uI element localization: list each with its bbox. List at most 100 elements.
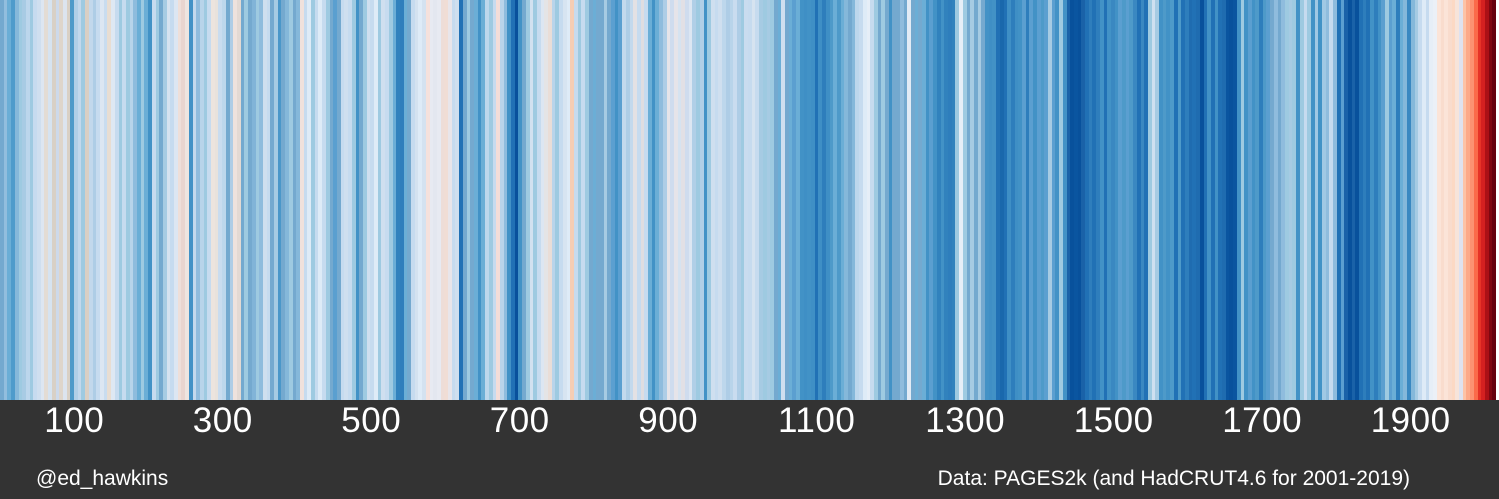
stripe	[1303, 0, 1308, 400]
stripe	[336, 0, 341, 400]
stripe	[1114, 0, 1119, 400]
stripe	[1207, 0, 1211, 400]
stripe	[611, 0, 615, 400]
stripe	[1410, 0, 1415, 400]
stripe	[981, 0, 986, 400]
stripe	[103, 0, 108, 400]
stripe	[66, 0, 71, 400]
stripe	[918, 0, 923, 400]
stripe	[99, 0, 104, 400]
stripe	[659, 0, 663, 400]
stripe	[1440, 0, 1445, 400]
stripe	[618, 0, 623, 400]
stripe	[1044, 0, 1048, 400]
stripe	[810, 0, 815, 400]
stripe	[714, 0, 719, 400]
stripe	[1007, 0, 1011, 400]
stripe	[285, 0, 289, 400]
stripes-plot	[0, 0, 1497, 400]
stripe	[614, 0, 619, 400]
stripe	[1025, 0, 1030, 400]
stripe	[1140, 0, 1145, 400]
stripe	[440, 0, 445, 400]
stripe	[1407, 0, 1411, 400]
stripe	[540, 0, 545, 400]
stripe	[962, 0, 967, 400]
stripe	[733, 0, 737, 400]
stripe	[459, 0, 463, 400]
stripe	[237, 0, 241, 400]
stripe	[255, 0, 260, 400]
stripe	[1133, 0, 1137, 400]
stripe	[466, 0, 471, 400]
stripe	[707, 0, 711, 400]
stripe	[722, 0, 726, 400]
stripe	[111, 0, 115, 400]
stripe	[507, 0, 512, 400]
stripe	[211, 0, 215, 400]
stripe	[1225, 0, 1230, 400]
stripe	[14, 0, 19, 400]
stripe	[744, 0, 749, 400]
stripe	[548, 0, 552, 400]
stripe	[162, 0, 167, 400]
stripe	[573, 0, 578, 400]
stripe	[1092, 0, 1097, 400]
stripe	[655, 0, 660, 400]
stripe	[240, 0, 245, 400]
stripe	[885, 0, 889, 400]
stripe	[303, 0, 308, 400]
stripe	[681, 0, 686, 400]
stripe	[1270, 0, 1274, 400]
stripe	[848, 0, 852, 400]
stripe	[1455, 0, 1460, 400]
stripe	[1362, 0, 1367, 400]
stripe	[762, 0, 767, 400]
stripe	[559, 0, 563, 400]
stripe	[451, 0, 456, 400]
stripe	[492, 0, 497, 400]
stripe	[311, 0, 315, 400]
stripe	[1173, 0, 1178, 400]
stripe	[1492, 0, 1497, 400]
stripe	[1444, 0, 1448, 400]
stripe	[474, 0, 478, 400]
stripe	[399, 0, 404, 400]
stripe	[1073, 0, 1078, 400]
stripe	[403, 0, 408, 400]
stripe	[207, 0, 212, 400]
stripe	[1436, 0, 1441, 400]
stripe	[274, 0, 278, 400]
stripe	[448, 0, 452, 400]
stripe	[1377, 0, 1382, 400]
stripe	[1196, 0, 1200, 400]
stripe	[1470, 0, 1474, 400]
stripe	[92, 0, 97, 400]
stripe	[318, 0, 323, 400]
stripe	[1388, 0, 1393, 400]
stripe	[588, 0, 593, 400]
stripe	[566, 0, 571, 400]
stripe	[985, 0, 989, 400]
stripe	[1240, 0, 1245, 400]
stripe	[699, 0, 704, 400]
stripe	[1307, 0, 1311, 400]
stripe	[370, 0, 375, 400]
stripe	[785, 0, 789, 400]
stripe	[1370, 0, 1374, 400]
stripe	[1366, 0, 1371, 400]
stripe	[536, 0, 541, 400]
stripe	[1318, 0, 1323, 400]
axis-tick-label-100: 100	[44, 401, 105, 440]
stripe	[1144, 0, 1148, 400]
stripe	[166, 0, 171, 400]
stripe	[388, 0, 393, 400]
stripe	[1396, 0, 1400, 400]
stripe	[129, 0, 134, 400]
stripe	[329, 0, 334, 400]
stripe	[314, 0, 319, 400]
stripe	[929, 0, 934, 400]
stripe	[499, 0, 504, 400]
stripe	[933, 0, 937, 400]
stripe	[1129, 0, 1134, 400]
